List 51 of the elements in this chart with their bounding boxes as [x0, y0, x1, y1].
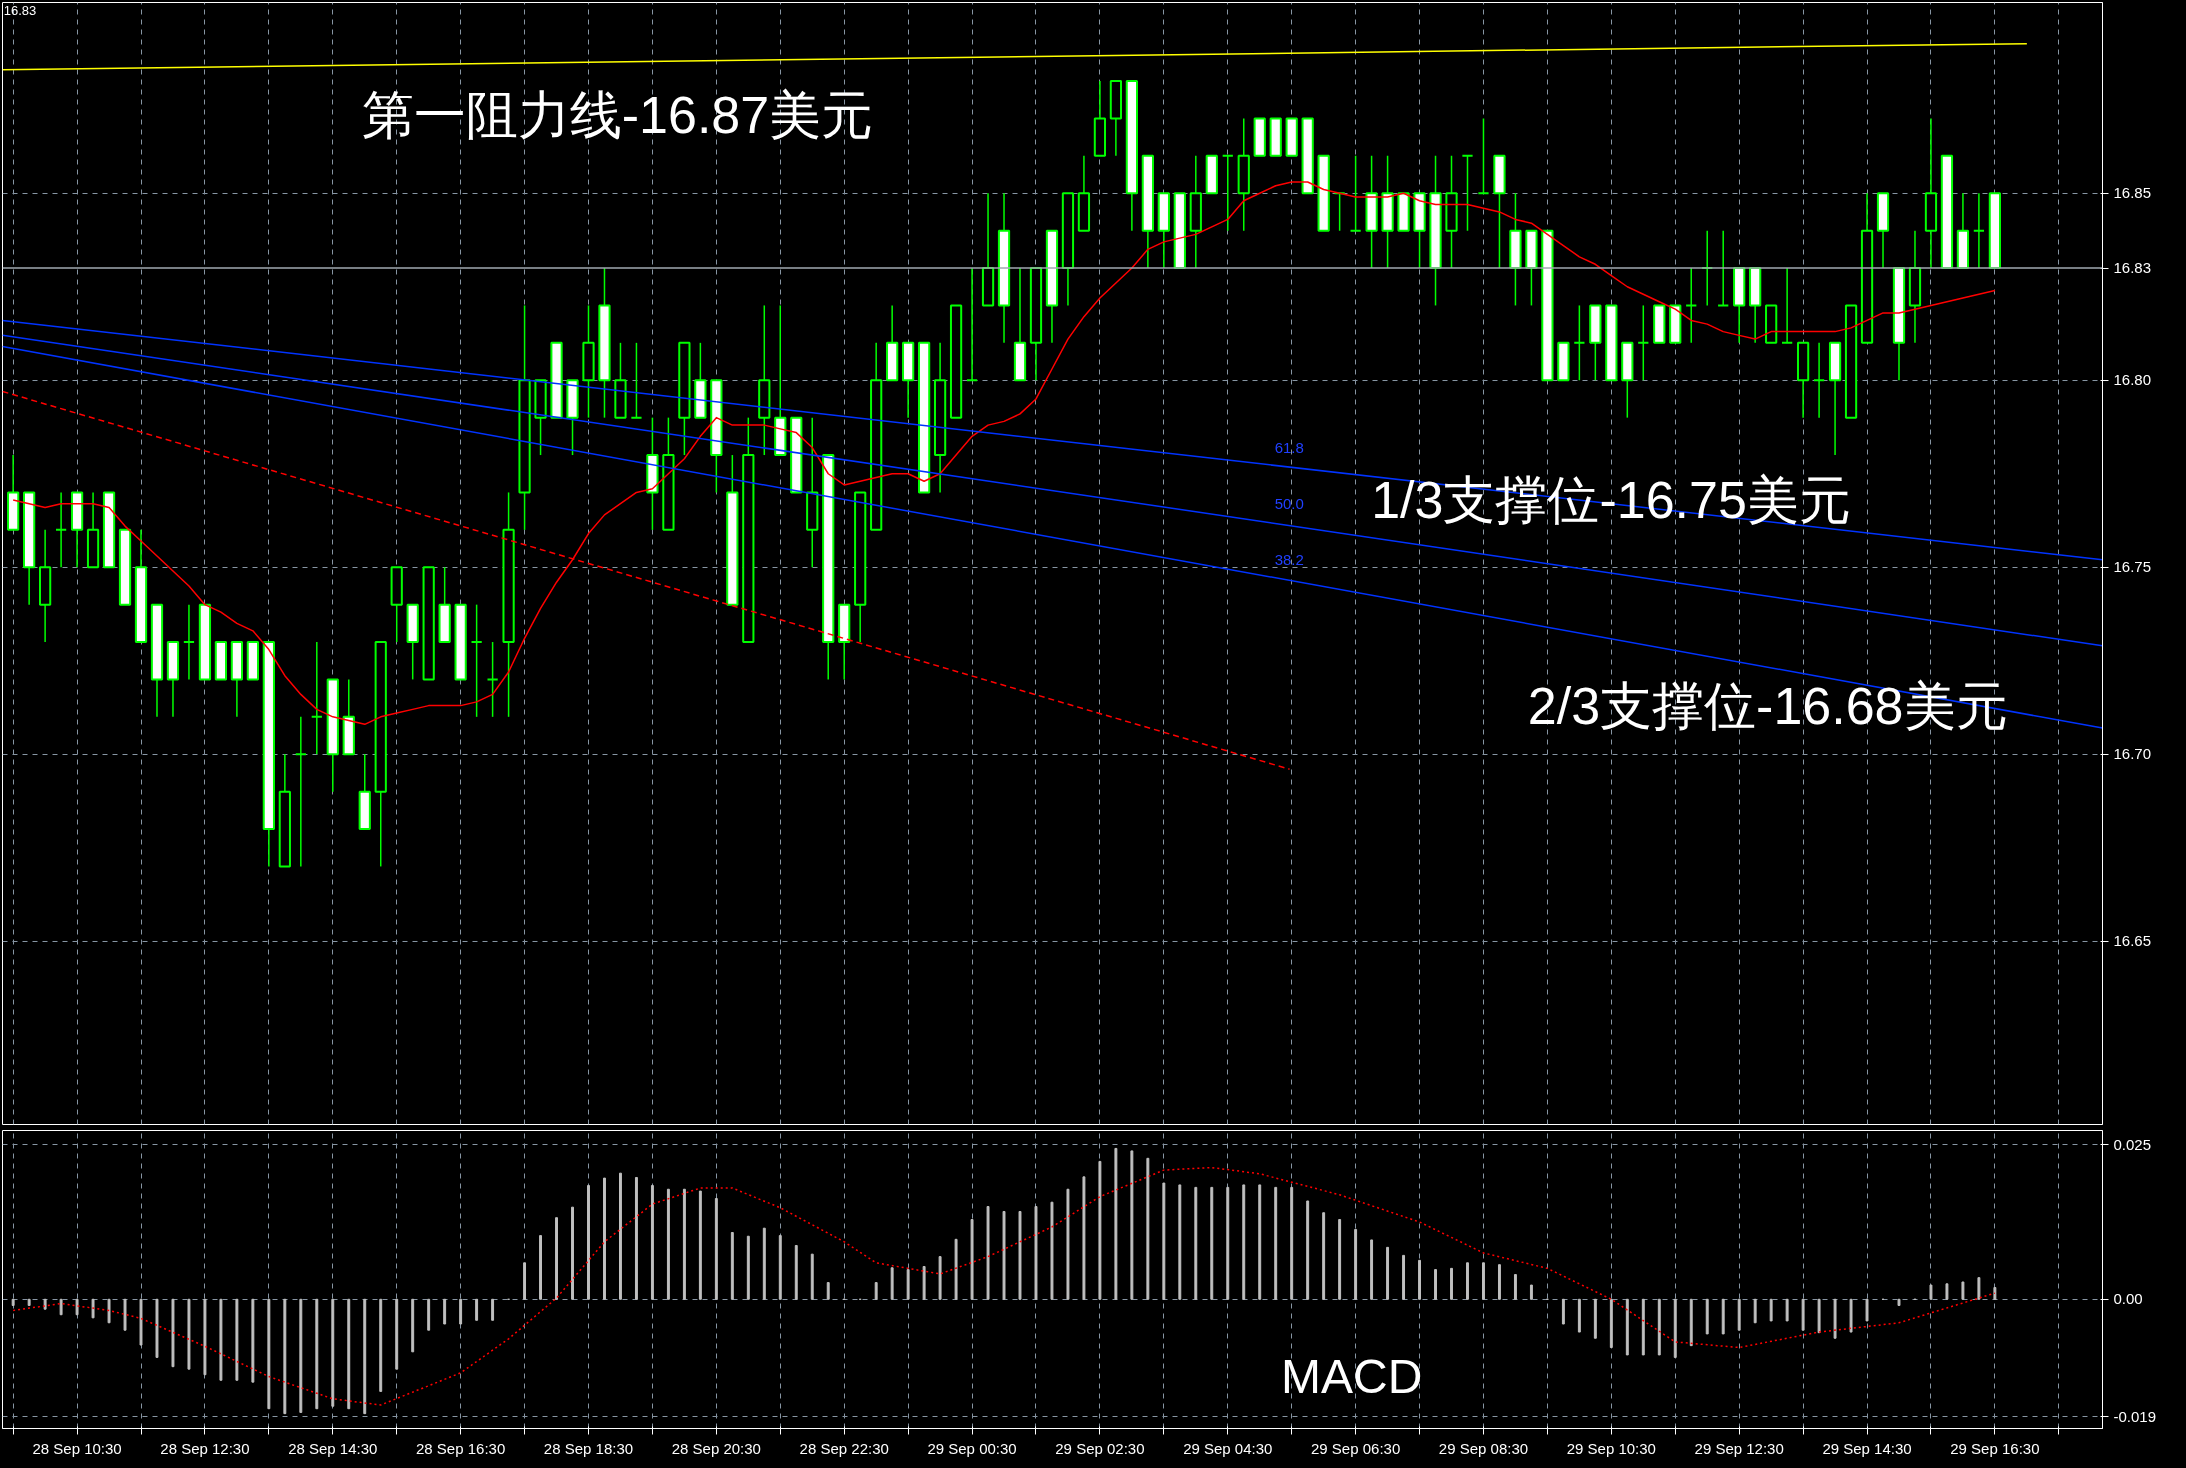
candlestick — [1477, 117, 1490, 195]
x-tick-label: 29 Sep 14:30 — [1822, 1439, 1912, 1457]
x-tick-label: 28 Sep 16:30 — [416, 1439, 506, 1457]
y-tick-label: 0.025 — [2113, 1135, 2152, 1153]
x-tick-label: 29 Sep 16:30 — [1950, 1439, 2040, 1457]
candlestick — [1812, 342, 1826, 419]
x-tick-label: 29 Sep 06:30 — [1311, 1439, 1401, 1457]
y-tick-label: 16.75 — [2113, 558, 2152, 576]
annotation: 61.8 — [1274, 438, 1304, 456]
candlestick — [1972, 192, 1986, 269]
y-tick-label: 0.00 — [2113, 1290, 2143, 1308]
annotation: 50.0 — [1274, 494, 1304, 512]
candlestick — [486, 641, 499, 718]
ref-line-label: 16.83 — [2113, 259, 2152, 277]
candlestick — [1461, 154, 1474, 232]
candlestick — [1221, 154, 1234, 232]
annotation: 38.2 — [1274, 550, 1304, 568]
candlestick — [294, 716, 307, 868]
x-tick-label: 28 Sep 20:30 — [671, 1439, 761, 1457]
candlestick — [1717, 229, 1730, 307]
y-tick-label: 16.80 — [2113, 371, 2152, 389]
annotation: 第一阻力线-16.87美元 — [361, 85, 874, 144]
x-tick-label: 28 Sep 10:30 — [32, 1439, 122, 1457]
y-tick-label: 16.70 — [2113, 745, 2152, 763]
candlestick — [1349, 155, 1362, 232]
x-tick-label: 29 Sep 10:30 — [1566, 1439, 1656, 1457]
x-tick-label: 28 Sep 12:30 — [160, 1439, 250, 1457]
candlestick — [1573, 304, 1586, 381]
y-tick-label: 16.85 — [2113, 184, 2152, 202]
x-tick-label: 28 Sep 18:30 — [543, 1439, 634, 1457]
candlestick — [310, 641, 323, 755]
y-tick-label: 16.65 — [2113, 932, 2152, 950]
candlestick — [630, 342, 643, 419]
candlestick — [54, 491, 68, 568]
y-tick-label: -0.019 — [2113, 1407, 2157, 1425]
candlestick — [182, 603, 196, 681]
x-tick-label: 28 Sep 14:30 — [288, 1439, 378, 1457]
annotation: 16.83 — [3, 3, 37, 19]
candlestick — [1685, 267, 1698, 344]
x-tick-label: 29 Sep 12:30 — [1694, 1439, 1784, 1457]
x-tick-label: 29 Sep 00:30 — [927, 1439, 1017, 1457]
candlestick — [1333, 192, 1346, 232]
candlestick — [1637, 304, 1650, 381]
x-tick-label: 29 Sep 04:30 — [1183, 1439, 1273, 1457]
candlestick — [965, 267, 979, 382]
x-tick-label: 29 Sep 08:30 — [1438, 1439, 1529, 1457]
candlestick — [1781, 267, 1794, 344]
candlestick — [470, 603, 483, 718]
x-tick-label: 29 Sep 02:30 — [1055, 1439, 1145, 1457]
x-tick-label: 28 Sep 22:30 — [799, 1439, 889, 1457]
annotation: MACD — [1281, 1350, 1423, 1404]
